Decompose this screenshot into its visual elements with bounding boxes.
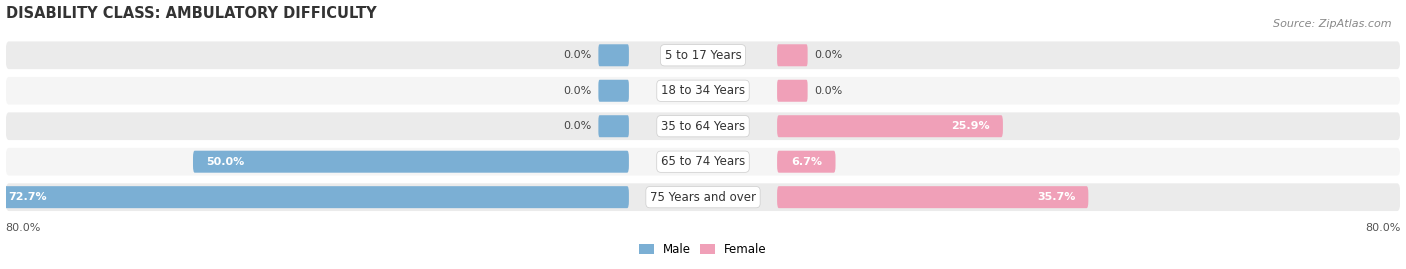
Text: 5 to 17 Years: 5 to 17 Years <box>665 49 741 62</box>
Text: 65 to 74 Years: 65 to 74 Years <box>661 155 745 168</box>
FancyBboxPatch shape <box>6 41 1400 69</box>
Text: 35.7%: 35.7% <box>1036 192 1076 202</box>
Text: 72.7%: 72.7% <box>8 192 46 202</box>
FancyBboxPatch shape <box>6 183 1400 211</box>
FancyBboxPatch shape <box>599 80 628 102</box>
Text: 0.0%: 0.0% <box>564 121 592 131</box>
Text: 0.0%: 0.0% <box>814 50 842 60</box>
FancyBboxPatch shape <box>778 80 807 102</box>
Legend: Male, Female: Male, Female <box>634 238 772 261</box>
FancyBboxPatch shape <box>6 77 1400 105</box>
Text: 35 to 64 Years: 35 to 64 Years <box>661 120 745 133</box>
FancyBboxPatch shape <box>778 44 807 66</box>
FancyBboxPatch shape <box>778 115 1002 137</box>
Text: 75 Years and over: 75 Years and over <box>650 191 756 204</box>
FancyBboxPatch shape <box>6 148 1400 176</box>
Text: Source: ZipAtlas.com: Source: ZipAtlas.com <box>1274 19 1392 29</box>
Text: 0.0%: 0.0% <box>814 86 842 96</box>
FancyBboxPatch shape <box>0 186 628 208</box>
Text: DISABILITY CLASS: AMBULATORY DIFFICULTY: DISABILITY CLASS: AMBULATORY DIFFICULTY <box>6 6 377 20</box>
FancyBboxPatch shape <box>778 151 835 173</box>
Text: 80.0%: 80.0% <box>6 223 41 233</box>
FancyBboxPatch shape <box>599 115 628 137</box>
Text: 80.0%: 80.0% <box>1365 223 1400 233</box>
FancyBboxPatch shape <box>193 151 628 173</box>
Text: 25.9%: 25.9% <box>952 121 990 131</box>
Text: 0.0%: 0.0% <box>564 86 592 96</box>
Text: 50.0%: 50.0% <box>207 157 245 167</box>
FancyBboxPatch shape <box>6 112 1400 140</box>
Text: 18 to 34 Years: 18 to 34 Years <box>661 84 745 97</box>
FancyBboxPatch shape <box>599 44 628 66</box>
Text: 0.0%: 0.0% <box>564 50 592 60</box>
Text: 6.7%: 6.7% <box>792 157 823 167</box>
FancyBboxPatch shape <box>778 186 1088 208</box>
